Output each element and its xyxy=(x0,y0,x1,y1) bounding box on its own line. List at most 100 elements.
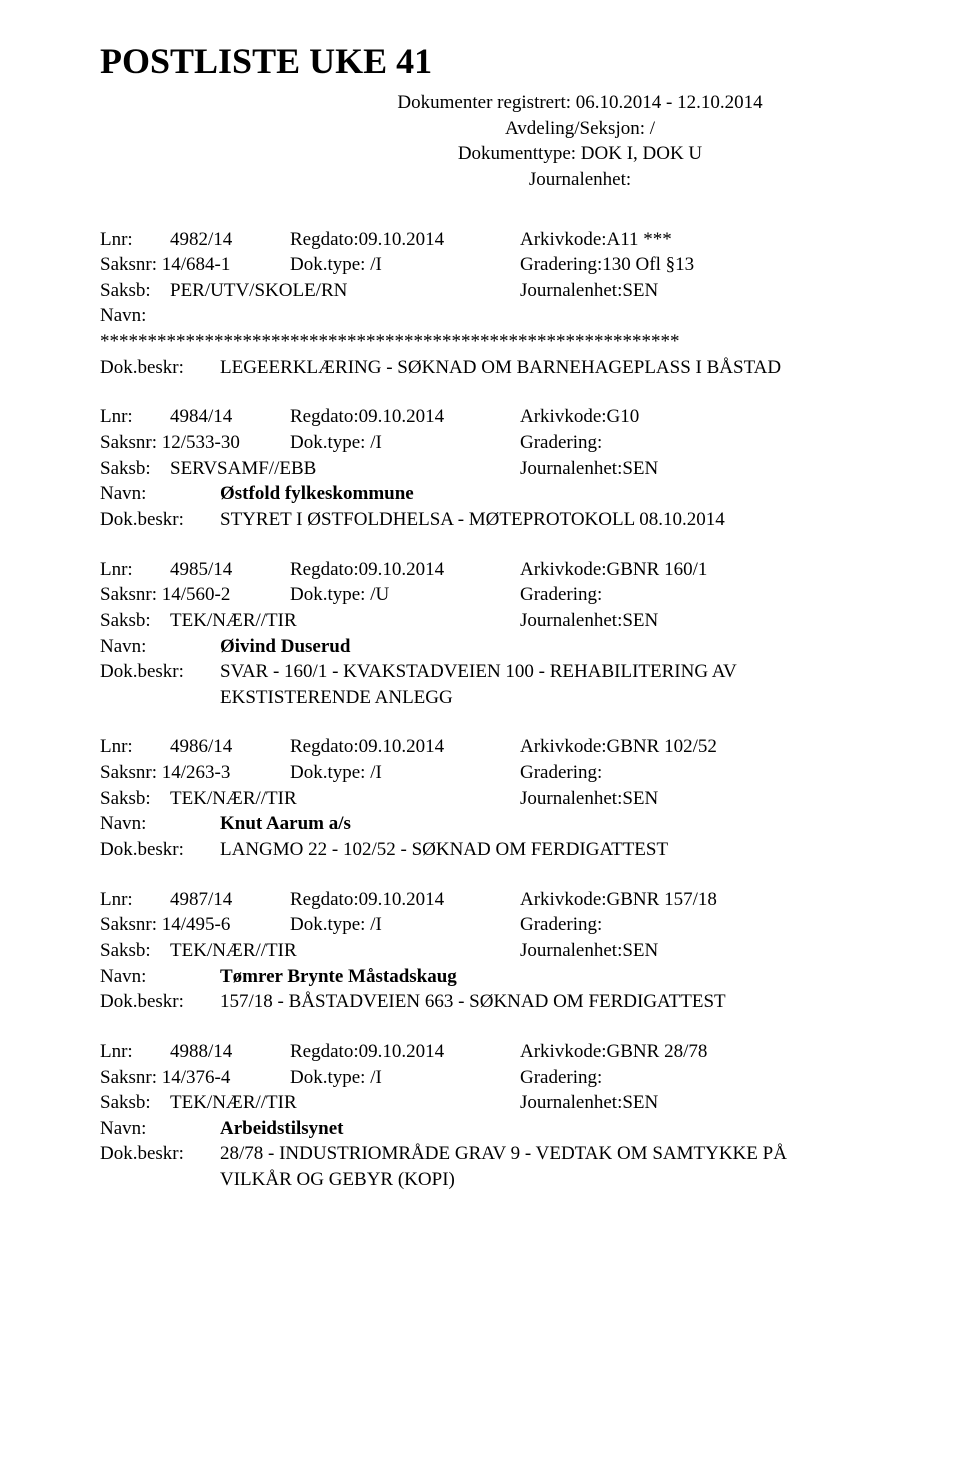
saksb-value: TEK/NÆR//TIR xyxy=(170,786,520,812)
arkivkode: Arkivkode:GBNR 157/18 xyxy=(520,889,717,910)
journal-entry: Lnr:4987/14Regdato:09.10.2014Arkivkode:G… xyxy=(100,887,960,1015)
journalenhet: Journalenhet:SEN xyxy=(520,788,658,809)
gradering: Gradering: xyxy=(520,584,602,605)
navn-value: Arbeidstilsynet xyxy=(220,1116,344,1142)
journalenhet: Journalenhet:SEN xyxy=(520,280,658,301)
navn-value: Østfold fylkeskommune xyxy=(220,481,414,507)
lnr-value: 4987/14 xyxy=(170,887,290,913)
lnr-value: 4988/14 xyxy=(170,1039,290,1065)
saksnr-row: Saksnr: 12/533-30Dok.type: /IGradering: xyxy=(100,430,960,456)
navn-label: Navn: xyxy=(100,811,220,837)
doktype: Dok.type: /I xyxy=(290,1065,520,1091)
beskr-row: Dok.beskr:LEGEERKLÆRING - SØKNAD OM BARN… xyxy=(100,355,960,381)
regdato: Regdato:09.10.2014 xyxy=(290,734,520,760)
beskr-label: Dok.beskr: xyxy=(100,659,220,685)
beskr-label: Dok.beskr: xyxy=(100,507,220,533)
journal-entry: Lnr:4985/14Regdato:09.10.2014Arkivkode:G… xyxy=(100,557,960,711)
journalenhet: Journalenhet:SEN xyxy=(520,458,658,479)
subheader-line-4: Journalenhet: xyxy=(100,167,960,193)
journal-entry: Lnr:4988/14Regdato:09.10.2014Arkivkode:G… xyxy=(100,1039,960,1193)
beskr-value: LEGEERKLÆRING - SØKNAD OM BARNEHAGEPLASS… xyxy=(220,355,860,381)
saksb-label: Saksb: xyxy=(100,456,170,482)
lnr-label: Lnr: xyxy=(100,1039,170,1065)
navn-redacted: ****************************************… xyxy=(100,329,680,355)
saksb-label: Saksb: xyxy=(100,938,170,964)
navn-value: Øivind Duserud xyxy=(220,634,350,660)
saksb-value: TEK/NÆR//TIR xyxy=(170,608,520,634)
regdato: Regdato:09.10.2014 xyxy=(290,887,520,913)
saksb-value: PER/UTV/SKOLE/RN xyxy=(170,278,520,304)
saksb-row: Saksb:TEK/NÆR//TIRJournalenhet:SEN xyxy=(100,786,960,812)
lnr-label: Lnr: xyxy=(100,734,170,760)
beskr-row: Dok.beskr:157/18 - BÅSTADVEIEN 663 - SØK… xyxy=(100,989,960,1015)
lnr-label: Lnr: xyxy=(100,404,170,430)
journalenhet: Journalenhet:SEN xyxy=(520,1092,658,1113)
navn-label: Navn: xyxy=(100,634,220,660)
saksb-value: SERVSAMF//EBB xyxy=(170,456,520,482)
doktype: Dok.type: /I xyxy=(290,760,520,786)
lnr-value: 4982/14 xyxy=(170,227,290,253)
saksb-label: Saksb: xyxy=(100,278,170,304)
saksnr-row: Saksnr: 14/560-2Dok.type: /UGradering: xyxy=(100,582,960,608)
saksb-label: Saksb: xyxy=(100,786,170,812)
arkivkode: Arkivkode:GBNR 102/52 xyxy=(520,736,717,757)
gradering: Gradering: xyxy=(520,432,602,453)
beskr-row: Dok.beskr:28/78 - INDUSTRIOMRÅDE GRAV 9 … xyxy=(100,1141,960,1192)
entries-container: Lnr:4982/14Regdato:09.10.2014Arkivkode:A… xyxy=(100,227,960,1193)
beskr-row: Dok.beskr:LANGMO 22 - 102/52 - SØKNAD OM… xyxy=(100,837,960,863)
saksnr: Saksnr: 14/495-6 xyxy=(100,912,290,938)
navn-row-redacted: Navn: xyxy=(100,303,960,329)
navn-value: Knut Aarum a/s xyxy=(220,811,351,837)
beskr-label: Dok.beskr: xyxy=(100,837,220,863)
saksb-row: Saksb:TEK/NÆR//TIRJournalenhet:SEN xyxy=(100,608,960,634)
subheader-line-2: Avdeling/Seksjon: / xyxy=(100,116,960,142)
saksnr: Saksnr: 14/684-1 xyxy=(100,252,290,278)
lnr-value: 4984/14 xyxy=(170,404,290,430)
navn-row: Navn:Tømrer Brynte Måstadskaug xyxy=(100,964,960,990)
beskr-label: Dok.beskr: xyxy=(100,989,220,1015)
saksnr-row: Saksnr: 14/263-3Dok.type: /IGradering: xyxy=(100,760,960,786)
arkivkode: Arkivkode:GBNR 28/78 xyxy=(520,1041,707,1062)
saksb-value: TEK/NÆR//TIR xyxy=(170,938,520,964)
arkivkode: Arkivkode:GBNR 160/1 xyxy=(520,559,707,580)
beskr-value: 157/18 - BÅSTADVEIEN 663 - SØKNAD OM FER… xyxy=(220,989,860,1015)
lnr-label: Lnr: xyxy=(100,557,170,583)
lnr-label: Lnr: xyxy=(100,887,170,913)
arkivkode: Arkivkode:G10 xyxy=(520,406,639,427)
navn-label: Navn: xyxy=(100,303,220,329)
arkivkode: Arkivkode:A11 *** xyxy=(520,229,672,250)
saksb-label: Saksb: xyxy=(100,1090,170,1116)
doktype: Dok.type: /U xyxy=(290,582,520,608)
saksnr-row: Saksnr: 14/684-1Dok.type: /IGradering:13… xyxy=(100,252,960,278)
saksb-row: Saksb:SERVSAMF//EBBJournalenhet:SEN xyxy=(100,456,960,482)
journal-entry: Lnr:4982/14Regdato:09.10.2014Arkivkode:A… xyxy=(100,227,960,381)
lnr-row: Lnr:4985/14Regdato:09.10.2014Arkivkode:G… xyxy=(100,557,960,583)
beskr-value: LANGMO 22 - 102/52 - SØKNAD OM FERDIGATT… xyxy=(220,837,860,863)
gradering: Gradering:130 Ofl §13 xyxy=(520,254,694,275)
saksnr: Saksnr: 14/263-3 xyxy=(100,760,290,786)
beskr-value: STYRET I ØSTFOLDHELSA - MØTEPROTOKOLL 08… xyxy=(220,507,860,533)
saksb-label: Saksb: xyxy=(100,608,170,634)
navn-label: Navn: xyxy=(100,1116,220,1142)
beskr-value: 28/78 - INDUSTRIOMRÅDE GRAV 9 - VEDTAK O… xyxy=(220,1141,860,1192)
lnr-row: Lnr:4986/14Regdato:09.10.2014Arkivkode:G… xyxy=(100,734,960,760)
subheader-line-3: Dokumenttype: DOK I, DOK U xyxy=(100,141,960,167)
lnr-row: Lnr:4982/14Regdato:09.10.2014Arkivkode:A… xyxy=(100,227,960,253)
doktype: Dok.type: /I xyxy=(290,912,520,938)
navn-row: Navn:Knut Aarum a/s xyxy=(100,811,960,837)
lnr-value: 4986/14 xyxy=(170,734,290,760)
lnr-value: 4985/14 xyxy=(170,557,290,583)
beskr-row: Dok.beskr:SVAR - 160/1 - KVAKSTADVEIEN 1… xyxy=(100,659,960,710)
navn-row: Navn:Arbeidstilsynet xyxy=(100,1116,960,1142)
lnr-row: Lnr:4988/14Regdato:09.10.2014Arkivkode:G… xyxy=(100,1039,960,1065)
lnr-label: Lnr: xyxy=(100,227,170,253)
saksb-row: Saksb:TEK/NÆR//TIRJournalenhet:SEN xyxy=(100,1090,960,1116)
journal-entry: Lnr:4984/14Regdato:09.10.2014Arkivkode:G… xyxy=(100,404,960,532)
navn-label: Navn: xyxy=(100,481,220,507)
navn-row: Navn:Østfold fylkeskommune xyxy=(100,481,960,507)
saksnr: Saksnr: 12/533-30 xyxy=(100,430,290,456)
saksnr-row: Saksnr: 14/495-6Dok.type: /IGradering: xyxy=(100,912,960,938)
saksnr-row: Saksnr: 14/376-4Dok.type: /IGradering: xyxy=(100,1065,960,1091)
beskr-value: SVAR - 160/1 - KVAKSTADVEIEN 100 - REHAB… xyxy=(220,659,860,710)
gradering: Gradering: xyxy=(520,914,602,935)
